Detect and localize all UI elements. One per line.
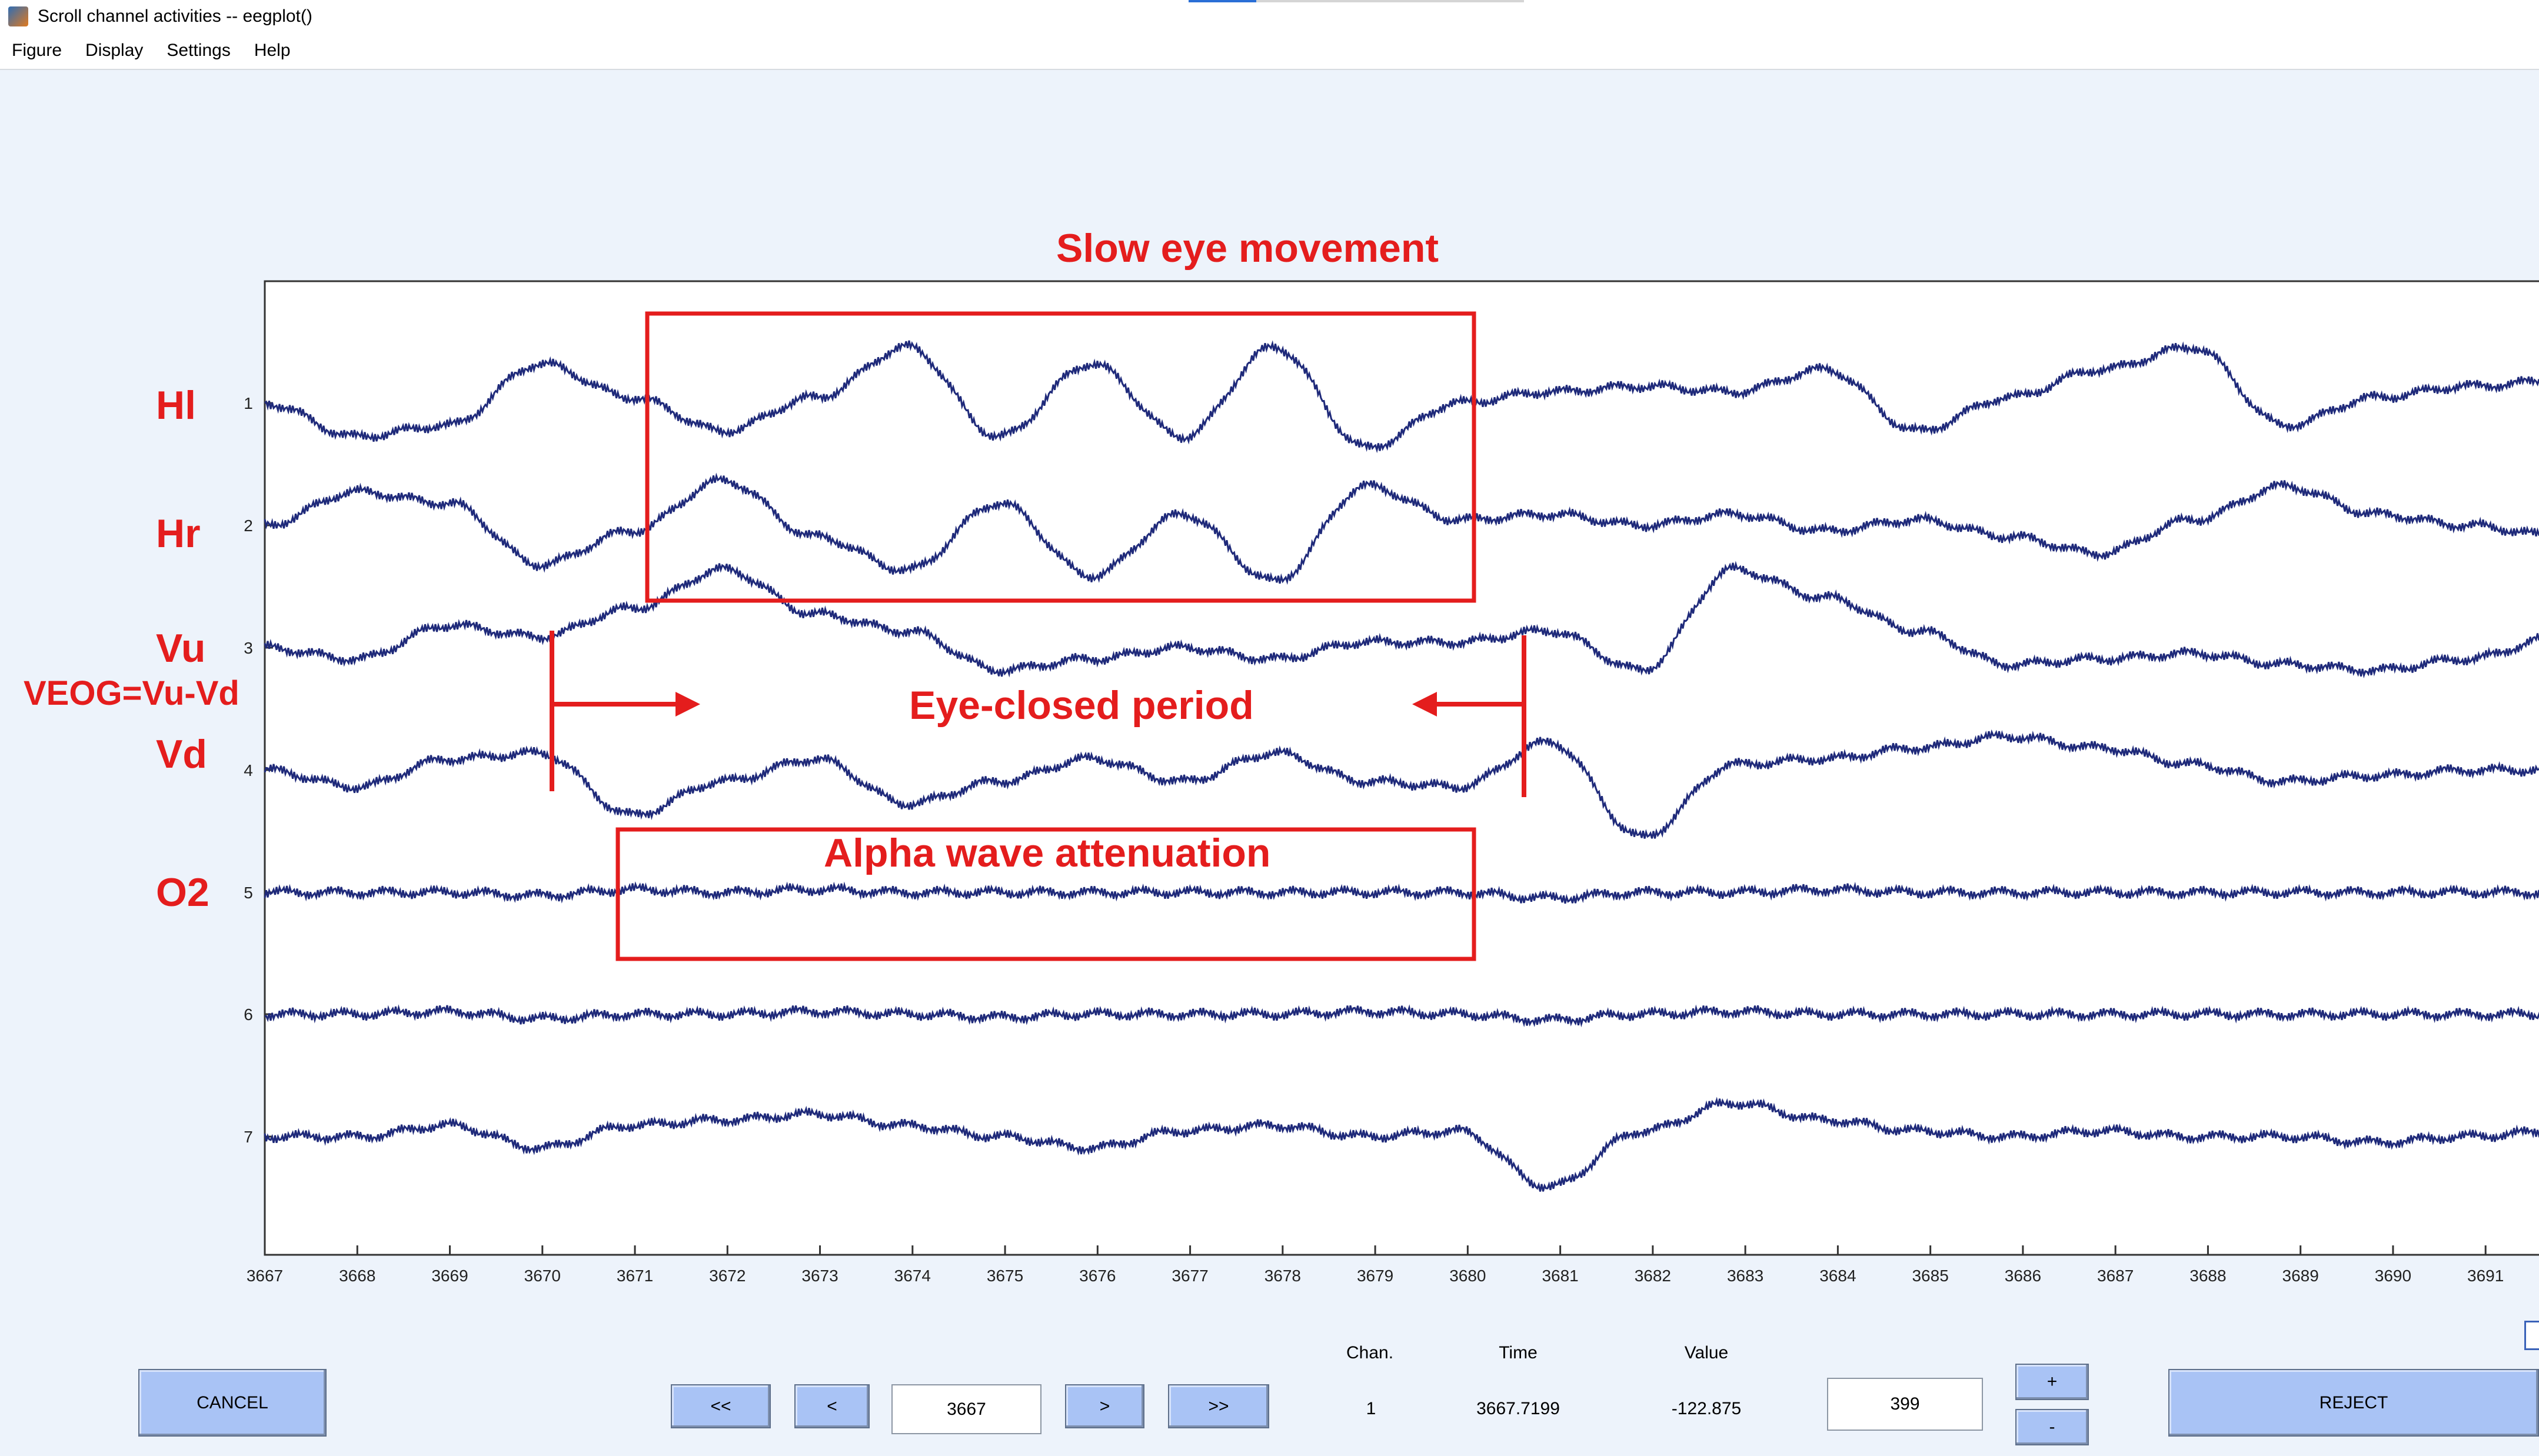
title-bar-indicator [1189, 0, 1524, 2]
time-value: 3667.7199 [1476, 1399, 1560, 1418]
plot-axes-frame[interactable] [264, 280, 2539, 1256]
x-tick-label: 3672 [709, 1267, 746, 1285]
annotation-eye-closed-period: Eye-closed period [909, 683, 1254, 728]
value-header: Value [1684, 1343, 1729, 1362]
x-tick-group: 3667 3668 3669 3670 3671 3672 3673 3674 3675 3676… [247, 1245, 2504, 1285]
y-tick-label: 2 [244, 517, 253, 535]
x-tick-label: 3685 [1912, 1267, 1948, 1285]
eeg-trace-channel-5 [264, 881, 2539, 904]
y-tick-label: 6 [244, 1005, 253, 1024]
eeg-trace-channel-4 [264, 729, 2539, 839]
menu-help[interactable]: Help [254, 41, 291, 60]
channel-label-hr: Hr [156, 511, 201, 556]
x-tick-label: 3667 [247, 1267, 283, 1285]
channel-label-o2: O2 [156, 870, 209, 915]
left-arrow-icon [1412, 692, 1437, 717]
scale-minus-button[interactable]: - [2015, 1409, 2089, 1445]
y-tick-label: 3 [244, 639, 253, 657]
x-tick-label: 3686 [2005, 1267, 2041, 1285]
title-bar: Scroll channel activities -- eegplot() [0, 0, 2539, 32]
eeg-trace-channel-7 [264, 1097, 2539, 1192]
slow-eye-movement-box [645, 311, 1476, 603]
x-tick-label: 3682 [1635, 1267, 1671, 1285]
x-tick-label: 3676 [1079, 1267, 1116, 1285]
right-arrow-icon [675, 692, 700, 717]
menu-settings[interactable]: Settings [167, 41, 231, 60]
x-tick-label: 3669 [431, 1267, 468, 1285]
menu-bar: Figure Display Settings Help [0, 32, 2539, 70]
position-input[interactable]: 3667 [891, 1384, 1041, 1434]
x-tick-label: 3668 [339, 1267, 375, 1285]
x-tick-label: 3671 [617, 1267, 653, 1285]
y-tick-label: 1 [244, 394, 253, 412]
eeg-trace-channel-6 [264, 1004, 2539, 1028]
x-tick-label: 3675 [987, 1267, 1023, 1285]
next-page-button[interactable]: >> [1168, 1384, 1269, 1428]
cancel-button[interactable]: CANCEL [138, 1369, 327, 1437]
annotation-alpha-wave: Alpha wave attenuation [824, 831, 1270, 875]
x-tick-label: 3691 [2467, 1267, 2504, 1285]
eeg-trace-group [264, 340, 2539, 1192]
alpha-wave-box [615, 827, 1476, 961]
matlab-icon [8, 6, 28, 26]
x-tick-label: 3677 [1172, 1267, 1208, 1285]
x-tick-label: 3690 [2375, 1267, 2411, 1285]
eeg-trace-channel-3 [264, 561, 2539, 679]
prev-page-button[interactable]: << [671, 1384, 771, 1428]
y-tick-label: 4 [244, 761, 253, 779]
chan-header: Chan. [1346, 1343, 1394, 1362]
time-header: Time [1499, 1343, 1538, 1362]
x-tick-label: 3684 [1819, 1267, 1856, 1285]
menu-display[interactable]: Display [85, 41, 144, 60]
menu-figure[interactable]: Figure [12, 41, 62, 60]
channel-label-vd: Vd [156, 732, 207, 777]
value-value: -122.875 [1671, 1399, 1742, 1418]
x-tick-label: 3683 [1727, 1267, 1763, 1285]
x-tick-label: 3674 [894, 1267, 931, 1285]
channel-label-vu: Vu [156, 626, 205, 671]
veog-label: VEOG=Vu-Vd [24, 674, 239, 712]
x-tick-label: 3688 [2189, 1267, 2226, 1285]
x-tick-label: 3673 [801, 1267, 838, 1285]
title-bar-indicator-accent [1189, 0, 1256, 2]
y-tick-label: 5 [244, 884, 253, 902]
reject-button[interactable]: REJECT [2168, 1369, 2539, 1437]
x-tick-label: 3679 [1357, 1267, 1393, 1285]
channel-label-hl: Hl [156, 383, 196, 428]
x-tick-label: 3689 [2282, 1267, 2319, 1285]
x-tick-label: 3687 [2097, 1267, 2134, 1285]
scale-input[interactable]: 399 [1827, 1378, 1983, 1431]
y-tick-label: 7 [244, 1128, 253, 1146]
prev-button[interactable]: < [794, 1384, 870, 1428]
chan-value: 1 [1366, 1399, 1376, 1418]
window-title: Scroll channel activities -- eegplot() [38, 6, 312, 26]
next-button[interactable]: > [1065, 1384, 1144, 1428]
x-tick-label: 3678 [1264, 1267, 1301, 1285]
x-tick-label: 3681 [1542, 1267, 1578, 1285]
x-tick-label: 3670 [524, 1267, 561, 1285]
annotation-slow-eye-movement: Slow eye movement [1056, 226, 1439, 271]
scale-plus-button[interactable]: + [2015, 1364, 2089, 1400]
x-tick-label: 3680 [1449, 1267, 1486, 1285]
corner-widget[interactable] [2524, 1321, 2539, 1350]
